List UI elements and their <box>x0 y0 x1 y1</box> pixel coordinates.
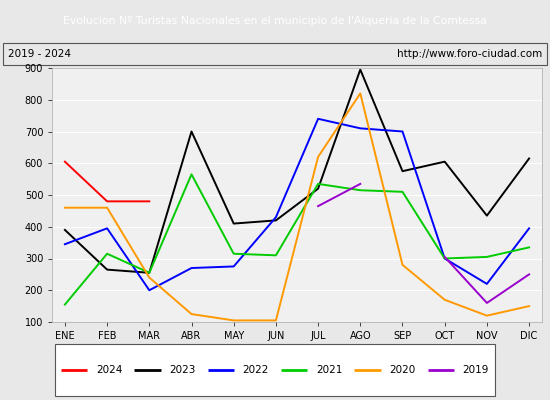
Text: Evolucion Nº Turistas Nacionales en el municipio de l'Alqueria de la Comtessa: Evolucion Nº Turistas Nacionales en el m… <box>63 16 487 26</box>
Text: 2021: 2021 <box>316 365 343 375</box>
Text: 2020: 2020 <box>389 365 416 375</box>
Text: 2022: 2022 <box>243 365 269 375</box>
Text: 2024: 2024 <box>96 365 123 375</box>
Text: 2019: 2019 <box>463 365 489 375</box>
Text: 2023: 2023 <box>169 365 196 375</box>
Text: 2019 - 2024: 2019 - 2024 <box>8 49 72 59</box>
Text: http://www.foro-ciudad.com: http://www.foro-ciudad.com <box>397 49 542 59</box>
